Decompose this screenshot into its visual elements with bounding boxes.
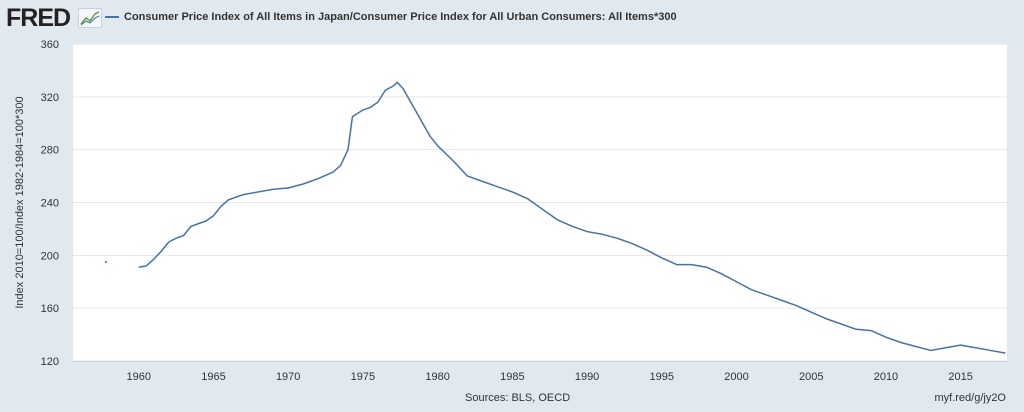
legend: Consumer Price Index of All Items in Jap…	[105, 11, 677, 23]
y-tick-label: 320	[41, 92, 59, 104]
short-url[interactable]: myf.red/g/jy2O	[934, 392, 1006, 404]
data-point	[104, 260, 107, 263]
x-tick-label: 1980	[425, 371, 449, 383]
y-axis-label: Index 2010=100/Index 1982-1984=100*300	[14, 96, 26, 308]
series-line	[138, 81, 1006, 354]
x-tick-label: 2015	[948, 371, 972, 383]
y-tick-label: 200	[41, 250, 59, 262]
x-tick-label: 1960	[127, 371, 151, 383]
y-tick-label: 280	[41, 145, 59, 157]
x-tick-label: 1995	[650, 371, 674, 383]
x-tick-label: 1990	[575, 371, 599, 383]
sources-note: Sources: BLS, OECD	[465, 392, 571, 404]
y-tick-label: 160	[41, 303, 59, 315]
x-tick-label: 1985	[500, 371, 524, 383]
y-tick-label: 120	[41, 356, 59, 368]
x-tick-label: 2010	[874, 371, 898, 383]
x-tick-label: 2005	[799, 371, 823, 383]
x-tick-label: 1975	[351, 371, 375, 383]
x-tick-label: 1965	[201, 371, 225, 383]
legend-label: Consumer Price Index of All Items in Jap…	[124, 11, 677, 23]
x-tick-label: 1970	[276, 371, 300, 383]
legend-swatch	[105, 16, 119, 18]
y-tick-label: 240	[41, 198, 59, 210]
x-tick-label: 2000	[724, 371, 748, 383]
y-tick-label: 360	[41, 39, 59, 51]
fred-logo[interactable]: FRED	[6, 4, 71, 32]
chart-line-icon	[78, 8, 102, 28]
